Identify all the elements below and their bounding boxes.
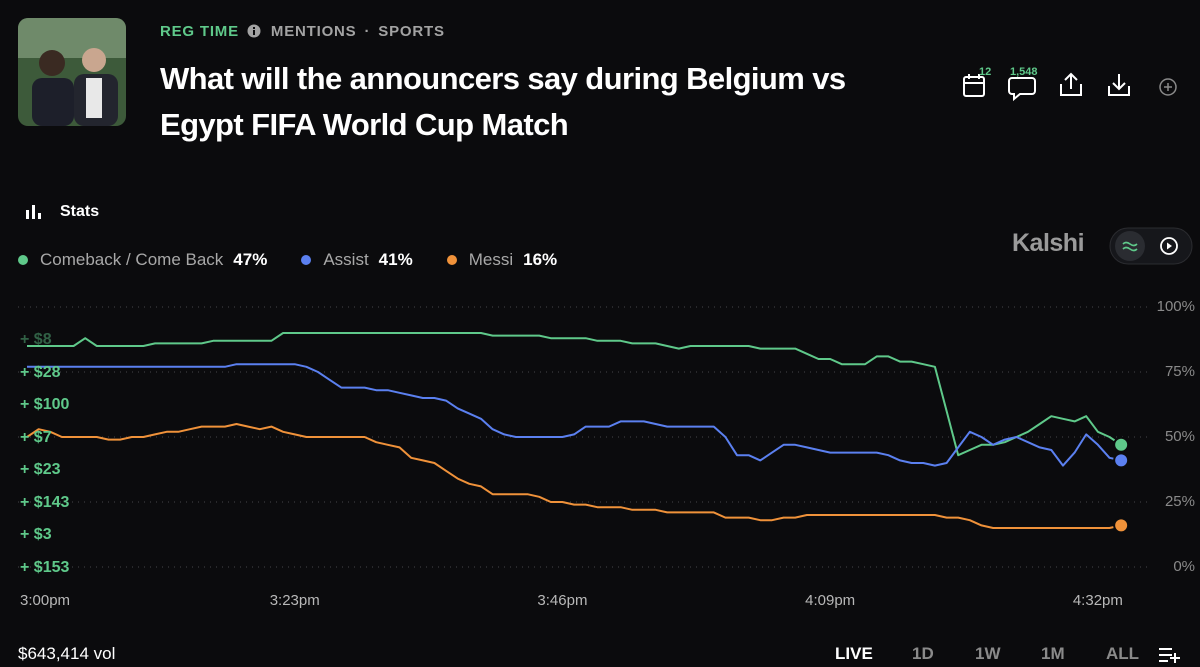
legend: Comeback / Come Back 47% Assist 41% Messi 16% [18,250,557,270]
range-button[interactable]: 1D [912,644,934,663]
trade-amount: + $3 [20,526,52,543]
menu-icon[interactable] [1158,645,1180,665]
range-button[interactable]: 1M [1041,644,1065,663]
view-toggle[interactable] [1109,227,1193,265]
x-tick-label: 3:46pm [537,592,587,609]
separator: · [364,23,371,40]
legend-item[interactable]: Messi 16% [446,250,558,270]
legend-value: 47% [233,250,268,269]
legend-value: 16% [523,250,558,269]
x-tick-label: 4:09pm [805,592,855,609]
y-tick-label: 75% [1165,363,1195,380]
series-line [27,363,1122,467]
legend-label: Messi [468,250,514,269]
trade-amount: + $8 [20,331,52,348]
trade-amount: + $7 [20,428,52,446]
tag[interactable]: MENTIONS [270,23,357,40]
trade-amount: + $153 [20,558,70,576]
series-end-marker [1113,436,1130,453]
trade-amount: + $23 [20,461,61,478]
calendar-button[interactable] [963,74,985,97]
x-tick-label: 3:00pm [20,592,70,609]
legend-value: 41% [378,250,413,269]
x-tick-label: 3:23pm [270,592,320,609]
y-tick-label: 100% [1157,298,1195,315]
y-tick-label: 50% [1165,428,1195,445]
action-icons [963,72,1177,102]
tag[interactable]: SPORTS [378,23,445,40]
legend-label: Comeback / Come Back [40,250,224,269]
series-end-marker [1113,517,1130,534]
trade-amount: + $100 [20,396,70,413]
trade-amount: + $28 [20,363,61,381]
range-button[interactable]: LIVE [835,644,873,663]
legend-item[interactable]: Assist 41% [301,250,413,270]
download-button[interactable] [1108,74,1130,96]
legend-swatch [18,255,28,265]
share-button[interactable] [1060,72,1082,96]
series-line [27,332,1122,457]
tag[interactable]: REG TIME [160,23,239,40]
range-selector: LIVE 1D 1W 1M ALL [0,644,1200,664]
stats-tab[interactable]: Stats [60,203,100,220]
calendar-count: 12 [979,66,992,78]
market-image[interactable] [18,18,126,126]
market-title: What will the announcers say during Belg… [160,61,846,142]
y-tick-label: 25% [1165,493,1195,510]
add-button[interactable] [1159,78,1177,96]
market-tags: REG TIME MENTIONS · SPORTS [160,23,453,40]
comment-count: 1,548 [1010,66,1038,78]
legend-swatch [301,255,312,265]
legend-swatch [446,255,457,265]
stats-icon [26,205,41,219]
price-chart: 0% 25% 50% 75% 100% 3:00pm 3:23pm 3:46pm 4:09pm 4… [18,298,1195,609]
series-end-marker [1113,452,1130,469]
y-tick-label: 0% [1173,558,1195,575]
trade-amount: + $143 [20,493,70,511]
comments-button[interactable] [1008,77,1036,102]
brand-logo: Kalshi [1012,229,1085,257]
volume: $643,414 vol [18,644,116,663]
info-icon[interactable] [247,24,261,38]
range-button[interactable]: 1W [975,644,1001,663]
range-button[interactable]: ALL [1106,644,1140,663]
legend-item[interactable]: Comeback / Come Back 47% [18,250,267,270]
legend-label: Assist [323,250,369,269]
x-tick-label: 4:32pm [1073,592,1123,609]
series-line [26,423,1122,529]
